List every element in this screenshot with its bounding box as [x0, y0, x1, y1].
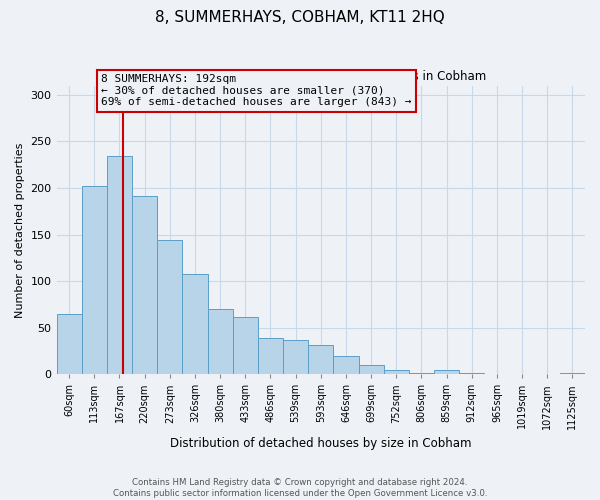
Bar	[459, 373, 484, 374]
Bar	[208, 309, 233, 374]
Bar	[132, 196, 157, 374]
Bar	[560, 373, 585, 374]
Bar	[258, 338, 283, 374]
Bar	[359, 365, 383, 374]
Text: 8 SUMMERHAYS: 192sqm
← 30% of detached houses are smaller (370)
69% of semi-deta: 8 SUMMERHAYS: 192sqm ← 30% of detached h…	[101, 74, 412, 107]
X-axis label: Distribution of detached houses by size in Cobham: Distribution of detached houses by size …	[170, 437, 472, 450]
Y-axis label: Number of detached properties: Number of detached properties	[15, 142, 25, 318]
Bar	[56, 314, 82, 374]
Bar	[157, 240, 182, 374]
Title: Size of property relative to detached houses in Cobham: Size of property relative to detached ho…	[155, 70, 486, 83]
Bar	[233, 318, 258, 374]
Bar	[383, 370, 409, 374]
Bar	[283, 340, 308, 374]
Text: 8, SUMMERHAYS, COBHAM, KT11 2HQ: 8, SUMMERHAYS, COBHAM, KT11 2HQ	[155, 10, 445, 25]
Bar	[182, 274, 208, 374]
Bar	[82, 186, 107, 374]
Bar	[308, 346, 334, 374]
Bar	[409, 373, 434, 374]
Bar	[334, 356, 359, 374]
Text: Contains HM Land Registry data © Crown copyright and database right 2024.
Contai: Contains HM Land Registry data © Crown c…	[113, 478, 487, 498]
Bar	[107, 156, 132, 374]
Bar	[434, 370, 459, 374]
